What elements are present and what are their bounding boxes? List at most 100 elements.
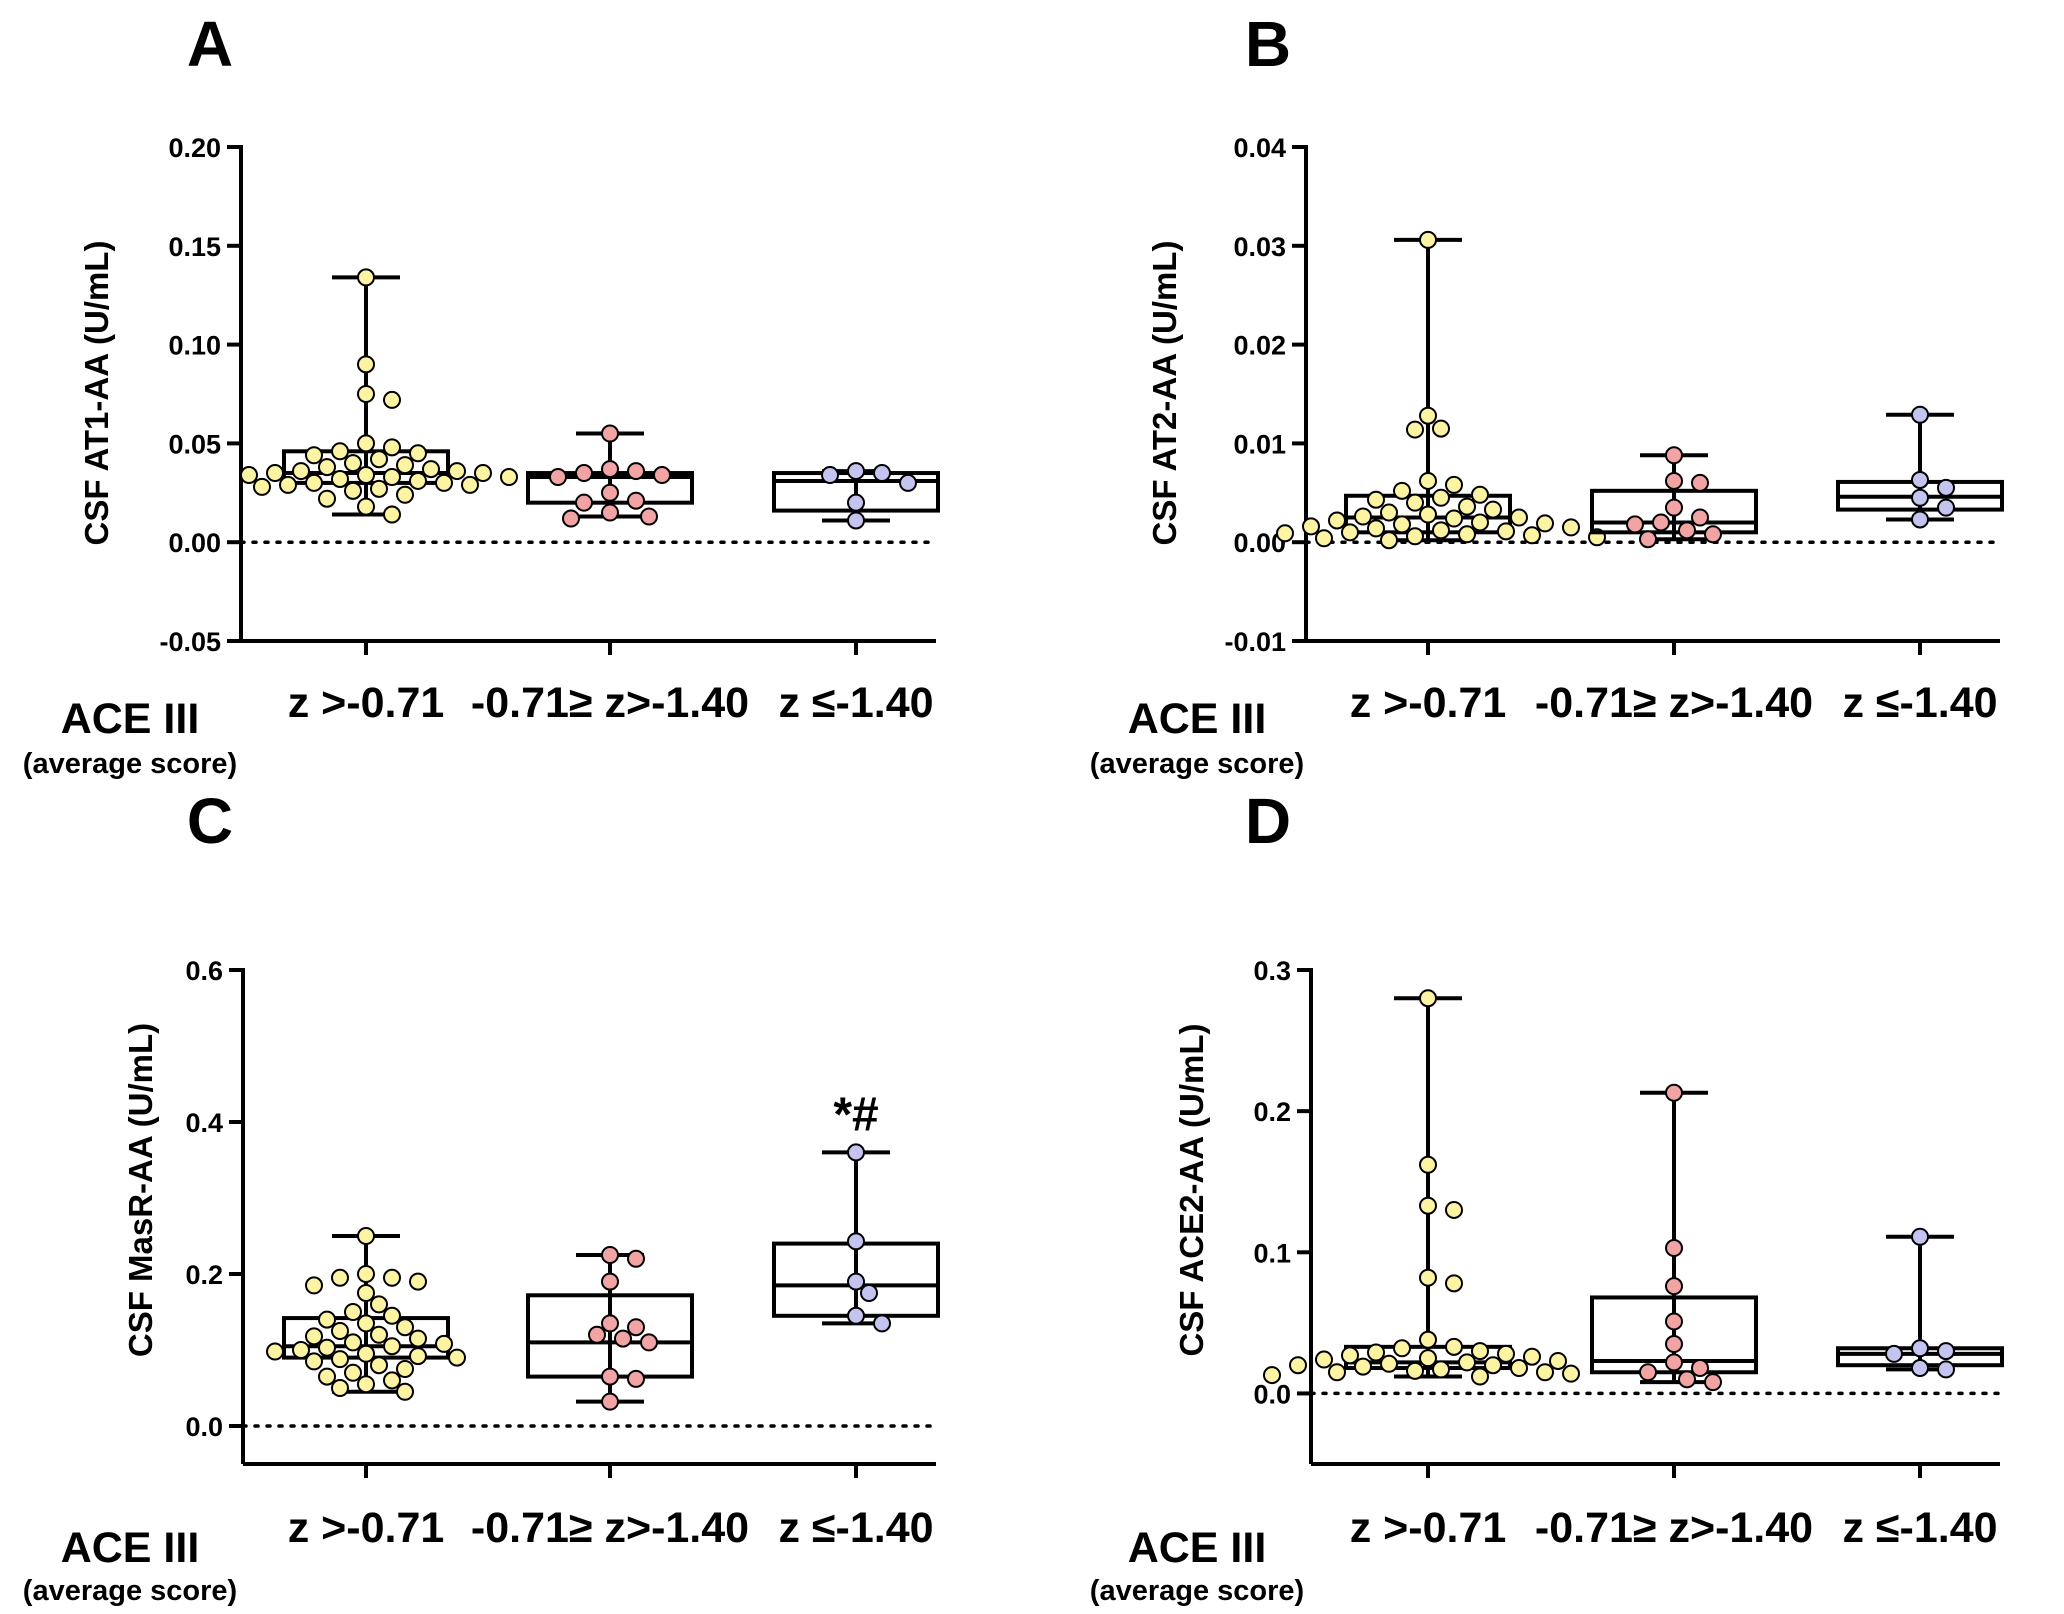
panel-c-data-point [370,1295,388,1314]
panel-b-category-label: z >-0.71 [1350,679,1507,727]
panel-b-data-point [1367,519,1385,538]
panel-b-data-point [1497,522,1515,541]
panel-b-data-point [1393,515,1411,534]
panel-c-data-point [601,1367,619,1386]
panel-a-data-point [575,464,593,483]
panel-d-x-axis-title: ACE III [1128,1524,1267,1572]
panel-b-data-point [1380,531,1398,550]
panel-c-x-axis-subtitle: (average score) [23,1575,237,1607]
panel-b-data-point [1562,518,1580,537]
panel-b-data-point [1911,470,1929,489]
panel-a-data-point [627,462,645,481]
panel-b-data-point [1704,525,1722,544]
panel-a-y-tick-label: 0.20 [168,133,221,163]
panel-a-y-tick-label: 0.00 [168,528,221,558]
panel-c-category-label: z ≤-1.40 [778,1504,933,1552]
panel-c-significance-annotation: *# [833,1088,878,1141]
panel-c-data-point [448,1348,466,1367]
panel-b-data-point [1471,485,1489,504]
panel-d-data-point [1419,1268,1437,1287]
panel-c-y-tick-label: 0.6 [185,956,223,986]
panel-c-data-point [396,1382,414,1401]
panel-a-data-point [357,268,375,287]
panel-a-data-point [409,444,427,463]
panel-a-y-tick-label: 0.10 [168,331,221,361]
panel-b-data-point [1691,473,1709,492]
panel-b-data-point [1432,488,1450,507]
panel-b-data-point [1484,500,1502,519]
panel-d-data-point [1315,1350,1333,1369]
panel-b-data-point [1471,513,1489,532]
panel-b-data-point [1367,490,1385,509]
panel-a-category-label: -0.71≥ z>-1.40 [471,679,749,727]
panel-c-data-point [266,1342,284,1361]
panel-c-x-axis-title: ACE III [61,1524,200,1572]
panel-a-data-point [500,467,518,486]
panel-d-data-point [1341,1346,1359,1365]
panel-a-data-point [396,456,414,475]
panel-a-data-point [331,469,349,488]
panel-c-data-point [344,1363,362,1382]
panel-d-y-tick-label: 0.2 [1253,1097,1291,1127]
panel-c-y-tick-label: 0.2 [185,1260,223,1290]
panel-b-data-point [1665,498,1683,517]
panel-a-data-point [601,503,619,522]
panel-d-data-point [1367,1343,1385,1362]
panel-d-data-point [1665,1353,1683,1372]
panel-a-data-point [357,385,375,403]
panel-b-data-point [1393,481,1411,500]
panel-c-data-point [344,1333,362,1352]
panel-a-data-point [266,464,284,483]
panel-c-data-point [588,1325,606,1344]
panel-b-data-point [1911,405,1929,424]
panel-c-data-point [370,1356,388,1375]
panel-b-data-point [1937,478,1955,497]
panel-a-x-axis-title: ACE III [61,695,200,743]
panel-a-data-point [383,438,401,457]
panel-c-data-point [357,1227,375,1245]
panel-b-y-tick-label: 0.01 [1233,429,1286,459]
panel-d-data-point [1911,1359,1929,1378]
panel-c-data-point [409,1329,427,1348]
panel-b-data-point [1458,497,1476,516]
panel-d-data-point [1419,1330,1437,1349]
panel-d-data-point [1419,1196,1437,1215]
panel-a-data-point [640,507,658,526]
panel-d-data-point [1328,1363,1346,1382]
panel-d-data-point [1665,1312,1683,1331]
panel-c-data-point [331,1268,349,1287]
panel-d-data-point [1419,989,1437,1008]
panel-b-category-label: z ≤-1.40 [1842,679,1997,727]
panel-d-data-point [1691,1359,1709,1378]
panel-c-data-point [847,1232,865,1251]
panel-c-data-point [640,1333,658,1352]
panel-b-data-point [1536,514,1554,533]
panel-d-data-point [1911,1227,1929,1246]
panel-a-data-point [383,390,401,409]
panel-c-data-point [305,1276,323,1295]
panel-d-data-point [1665,1083,1683,1102]
panel-d-data-point [1665,1335,1683,1354]
panel-b-data-point [1315,529,1333,548]
panel-c-data-point [344,1303,362,1321]
panel-c-data-point [318,1338,336,1357]
panel-c-y-tick-label: 0.4 [185,1108,223,1138]
panel-c-data-point [396,1318,414,1337]
panel-b-data-point [1445,509,1463,528]
panel-a-data-point [409,471,427,490]
panel-a-data-point [305,473,323,492]
panel-c-category-label: z >-0.71 [288,1504,445,1552]
panel-a-data-point [357,355,375,374]
panel-b-data-point [1406,493,1424,512]
panel-c-data-point [305,1327,323,1346]
panel-d-category-label: z >-0.71 [1350,1504,1507,1552]
panel-a-data-point [821,466,839,485]
panel-c-data-point [601,1314,619,1333]
panel-b-data-point [1419,505,1437,524]
panel-a-data-point [292,462,310,481]
panel-c-data-point [357,1265,375,1283]
panel-b-data-point [1419,406,1437,425]
panel-c-data-point [409,1272,427,1291]
panel-a-data-point [305,446,323,465]
panel-c-data-point [601,1272,619,1291]
